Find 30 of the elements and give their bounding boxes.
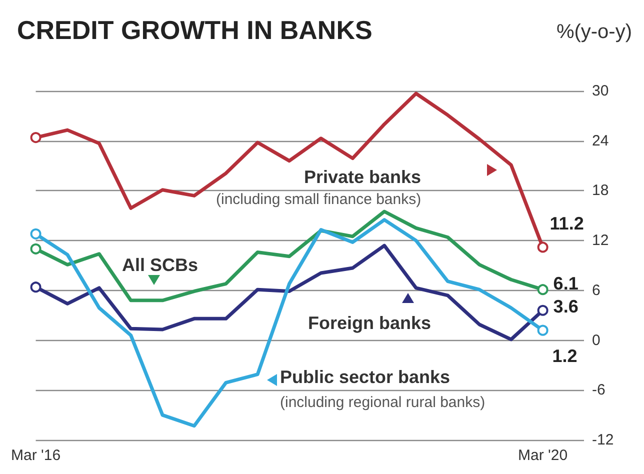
point bbox=[537, 304, 548, 316]
x-tick-label: Mar '20 bbox=[518, 447, 568, 464]
y-tick-label: 18 bbox=[592, 182, 609, 200]
point bbox=[30, 282, 42, 293]
point bbox=[30, 243, 42, 254]
data-label: 1.2 bbox=[552, 346, 578, 366]
series-label: Foreign banks bbox=[308, 313, 432, 333]
y-axis-title: %(y-o-y) bbox=[556, 21, 632, 43]
annotation: (including small finance banks) bbox=[216, 191, 422, 208]
series-label: All SCBs bbox=[122, 255, 198, 275]
annotation: (including regional rural banks) bbox=[280, 394, 486, 411]
point bbox=[537, 242, 548, 253]
y-tick-label: 24 bbox=[592, 132, 609, 150]
data-label: 3.6 bbox=[553, 296, 578, 316]
series-label: Private banks bbox=[304, 167, 422, 187]
y-tick-label: 12 bbox=[592, 232, 609, 250]
data-label: 6.1 bbox=[553, 274, 578, 294]
legend-label: Public sector banks bbox=[280, 367, 450, 387]
y-tick-label: 6 bbox=[592, 282, 600, 299]
point bbox=[537, 324, 548, 336]
y-tick-label: 30 bbox=[592, 82, 609, 100]
y-tick-label: 0 bbox=[592, 332, 600, 349]
point bbox=[30, 228, 42, 240]
x-tick-label: Mar '16 bbox=[10, 447, 61, 464]
point bbox=[537, 284, 548, 296]
y-tick-label: -6 bbox=[592, 382, 606, 399]
y-tick-label: -12 bbox=[592, 432, 614, 448]
chart-title: CREDIT GROWTH IN BANKS bbox=[17, 15, 372, 45]
data-label: 11.2 bbox=[550, 214, 584, 234]
point bbox=[30, 132, 42, 144]
